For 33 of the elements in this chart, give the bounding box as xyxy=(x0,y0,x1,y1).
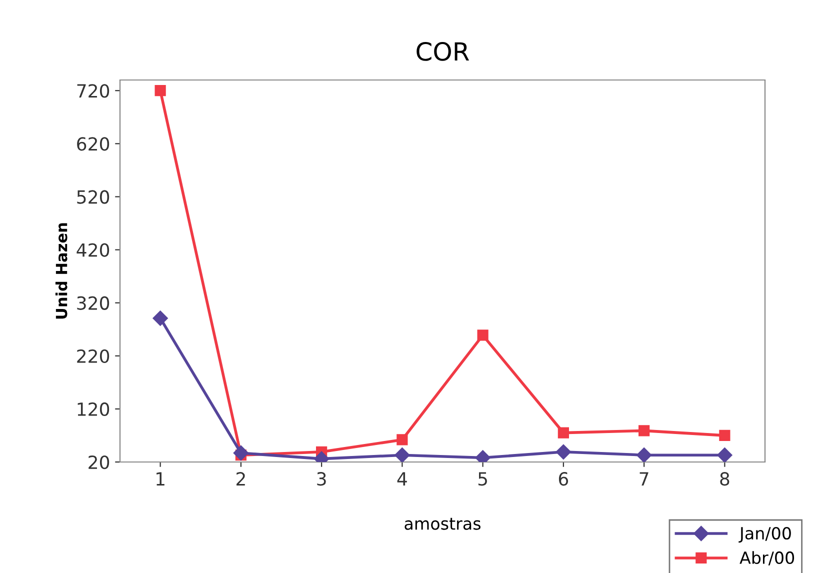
x-tick-label: 5 xyxy=(478,472,487,486)
point xyxy=(636,448,652,462)
point xyxy=(719,430,730,442)
point xyxy=(233,445,249,461)
y-tick-label: 520 xyxy=(77,190,110,204)
point xyxy=(556,444,572,460)
legend-label: Jan/00 xyxy=(738,526,791,543)
point xyxy=(558,427,569,438)
chart-title: COR xyxy=(416,42,470,61)
y-tick-label: 720 xyxy=(77,84,110,98)
legend-label: Abr/00 xyxy=(740,551,794,566)
y-tick-label: 620 xyxy=(77,137,110,151)
x-tick-label: 4 xyxy=(397,472,407,486)
y-tick-label: 220 xyxy=(77,349,110,364)
y-tick-label: 320 xyxy=(77,296,110,310)
y-tick-label: 20 xyxy=(88,455,110,470)
point xyxy=(154,85,166,96)
x-tick-label: 3 xyxy=(317,472,326,486)
x-tick-label: 8 xyxy=(720,472,730,486)
x-tick-label: 2 xyxy=(236,472,245,486)
point xyxy=(717,448,732,462)
point xyxy=(638,425,650,436)
y-tick-label: 420 xyxy=(76,243,110,257)
point xyxy=(396,434,408,446)
x-tick-label: 6 xyxy=(558,472,568,486)
point xyxy=(152,310,168,326)
x-axis-title: amostras xyxy=(404,518,480,530)
x-tick-label: 1 xyxy=(156,472,164,486)
y-tick-label: 120 xyxy=(78,402,110,416)
y-axis-title: Unid Hazen xyxy=(55,223,68,319)
point xyxy=(394,448,410,462)
point xyxy=(477,330,488,341)
x-tick-label: 7 xyxy=(640,472,648,486)
